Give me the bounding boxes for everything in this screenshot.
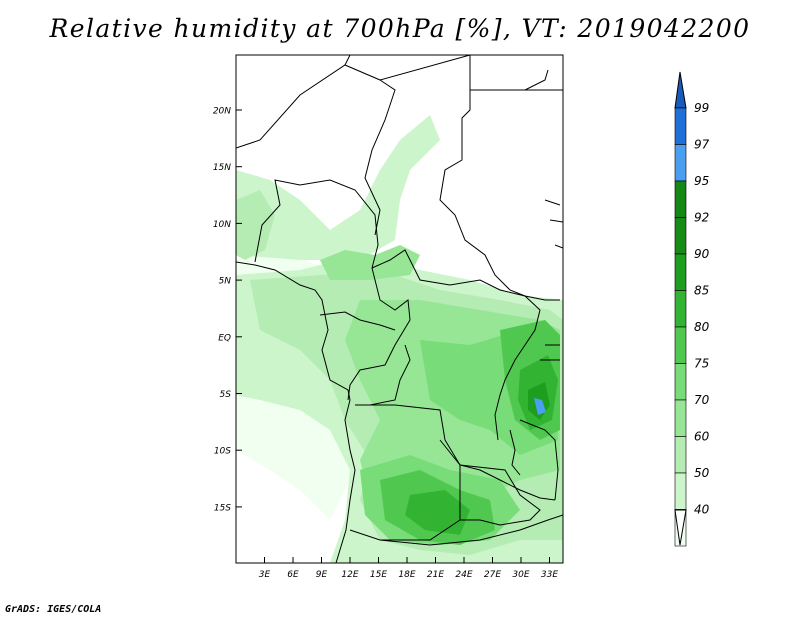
border-south — [379, 514, 563, 546]
lat-label: EQ — [218, 333, 231, 343]
lat-label: 15N — [213, 163, 231, 173]
lat-label: 10N — [213, 220, 231, 230]
colorbar-segment — [674, 290, 687, 328]
lat-label: 5S — [220, 390, 232, 400]
border-sahel — [254, 179, 379, 269]
border-zambia — [459, 464, 541, 526]
colorbar-label: 90 — [694, 247, 710, 261]
rh-97-region — [534, 398, 546, 415]
map-title: Relative humidity at 700hPa [%], VT: 201… — [49, 14, 751, 43]
longitude-labels: 3E 6E 9E 12E 15E 18E 21E 24E 27E 30E 33E — [259, 570, 559, 580]
lon-label: 24E — [455, 570, 472, 580]
lon-label: 6E — [287, 570, 299, 580]
colorbar: 99 97 95 92 90 85 80 75 70 60 50 40 — [674, 71, 710, 547]
lon-label: 18E — [398, 570, 415, 580]
colorbar-segment — [674, 472, 687, 510]
lon-label: 15E — [370, 570, 387, 580]
colorbar-label: 99 — [694, 101, 709, 115]
rh-70-mid-region — [320, 245, 420, 280]
colorbar-segments — [674, 107, 687, 547]
colorbar-labels: 99 97 95 92 90 85 80 75 70 60 50 40 — [694, 101, 710, 517]
colorbar-segment — [674, 436, 687, 474]
border-central-1 — [371, 249, 541, 311]
colorbar-top-arrow — [674, 71, 687, 109]
colorbar-label: 40 — [694, 503, 710, 517]
rh-60-west-region — [236, 190, 275, 260]
border-lake-region — [509, 429, 521, 476]
colorbar-label: 92 — [694, 211, 709, 225]
lon-label: 33E — [541, 570, 558, 580]
grads-credit: GrADS: IGES/COLA — [5, 604, 102, 615]
border-north-2 — [379, 55, 526, 297]
country-borders — [236, 55, 563, 563]
colorbar-bottom-arrow — [674, 509, 687, 546]
border-central-2 — [347, 267, 411, 401]
border-angola — [349, 404, 461, 541]
map-frame — [235, 54, 564, 564]
latitude-labels: 20N 15N 10N 5N EQ 5S 10S 15S — [213, 107, 231, 514]
colorbar-label: 50 — [694, 466, 710, 480]
lon-label: 3E — [259, 570, 271, 580]
axis-ticks — [236, 109, 550, 563]
border-north-4 — [344, 55, 351, 66]
colorbar-segment — [674, 107, 687, 145]
lon-label: 12E — [341, 570, 358, 580]
border-east-3 — [544, 199, 563, 249]
lon-label: 9E — [316, 570, 328, 580]
border-east-1 — [494, 295, 560, 441]
lat-label: 5N — [219, 277, 232, 287]
colorbar-label: 60 — [694, 430, 710, 444]
border-northeast-arc — [524, 69, 549, 91]
colorbar-segment — [674, 253, 687, 291]
colorbar-label: 75 — [694, 357, 709, 371]
border-east-2 — [519, 344, 560, 501]
coastline-west — [236, 261, 356, 563]
lat-label: 20N — [213, 107, 231, 117]
colorbar-segment — [674, 180, 687, 218]
rh-50-north-region — [236, 115, 440, 260]
colorbar-label: 70 — [694, 393, 710, 407]
colorbar-segment — [674, 144, 687, 182]
colorbar-segment — [674, 363, 687, 401]
colorbar-segment — [674, 217, 687, 255]
lon-label: 27E — [484, 570, 501, 580]
colorbar-segment — [674, 326, 687, 364]
lat-label: 15S — [214, 503, 231, 513]
lon-label: 21E — [427, 570, 444, 580]
lat-label: 10S — [214, 447, 231, 457]
colorbar-label: 80 — [694, 320, 710, 334]
colorbar-label: 85 — [694, 284, 709, 298]
lon-label: 30E — [512, 570, 529, 580]
humidity-field — [236, 115, 563, 563]
border-north-1 — [236, 64, 396, 236]
border-drc-south — [394, 404, 556, 501]
colorbar-label: 95 — [694, 174, 709, 188]
border-central-3 — [319, 311, 396, 331]
colorbar-segment — [674, 399, 687, 437]
colorbar-label: 97 — [694, 138, 710, 152]
